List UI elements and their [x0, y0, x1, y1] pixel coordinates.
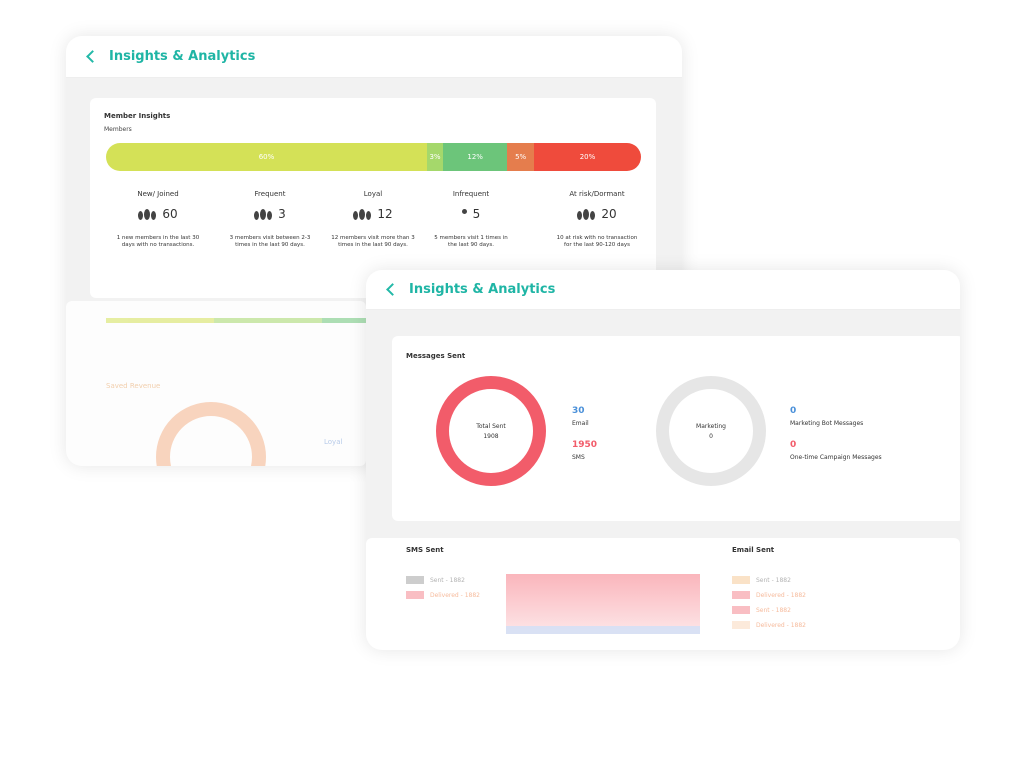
marketing-label: Marketing — [696, 422, 726, 430]
legend-label: Sent - 1882 — [756, 606, 791, 614]
marketing-donut: Marketing 0 — [656, 376, 766, 486]
stat-desc-line1: 5 members visit 1 times in — [434, 235, 508, 241]
legend-swatch — [732, 621, 750, 629]
member-insights-card: Insights & Analytics Member Insights Mem… — [66, 36, 682, 466]
saved-revenue-label: Saved Revenue — [106, 382, 161, 390]
marketing-bot-count: 0 — [790, 406, 797, 416]
legend-swatch — [732, 576, 750, 584]
stat-header: At risk/Dormant — [569, 190, 625, 198]
one-time-count: 0 — [790, 440, 797, 450]
segment-3: 5% — [507, 143, 534, 171]
legend-label: Sent - 1882 — [756, 576, 791, 584]
page-title: Insights & Analytics — [409, 282, 556, 297]
legend-swatch — [406, 591, 424, 599]
stat-desc-line2: for the last 90-120 days — [564, 242, 630, 249]
legend-label: Delivered - 1882 — [756, 591, 806, 599]
front-card-header: Insights & Analytics — [366, 270, 960, 310]
sms-count: 1950 — [572, 440, 598, 450]
marketing-value: 0 — [709, 432, 713, 440]
stat-desc-line2: times in the last 90 days. — [338, 242, 408, 249]
stat-value: 5 — [472, 207, 481, 221]
legend-label: Delivered - 1882 — [756, 621, 806, 629]
stat-desc-line2: the last 90 days. — [448, 242, 494, 249]
member-insights-panel: Member Insights Members — [90, 98, 656, 298]
total-sent-value: 1908 — [483, 432, 499, 440]
messages-card: Insights & Analytics Messages Sent Total… — [366, 270, 960, 650]
user-icon — [461, 209, 467, 219]
marketing-bot-label: Marketing Bot Messages — [790, 420, 864, 427]
stat-value: 60 — [162, 207, 178, 221]
members-subheading: Members — [104, 126, 132, 133]
legend-label: Sent - 1882 — [430, 576, 465, 584]
segment-0: 60% — [106, 143, 427, 171]
messages-sent-heading: Messages Sent — [406, 352, 466, 360]
back-chevron-icon[interactable] — [386, 283, 399, 296]
stat-desc-line1: 1 new members in the last 30 — [116, 235, 200, 241]
sms-label: SMS — [572, 454, 585, 461]
one-time-label: One-time Campaign Messages — [790, 454, 882, 461]
back-chevron-icon[interactable] — [86, 50, 99, 63]
stat-header: Frequent — [254, 190, 286, 198]
stat-1: Frequent 3 3 members visit between 2-3 time… — [215, 190, 325, 250]
stat-3: Infrequent 5 5 members visit 1 times in the… — [416, 190, 526, 250]
email-sent-heading: Email Sent — [732, 546, 775, 554]
segment-1: 3% — [427, 143, 444, 171]
legend-item: Sent - 1882 — [732, 606, 791, 614]
legend-item: Sent - 1882 — [732, 576, 791, 584]
page-title: Insights & Analytics — [109, 49, 256, 64]
legend-item: Delivered - 1882 — [732, 621, 806, 629]
stat-value: 20 — [601, 207, 617, 221]
loyal-ghost-label: Loyal — [324, 438, 343, 446]
total-sent-label: Total Sent — [476, 422, 506, 430]
users-icon — [138, 208, 157, 220]
sms-funnel-chart — [506, 574, 700, 634]
back-card-header: Insights & Analytics — [66, 36, 682, 78]
stat-2: Loyal 12 12 members visit more than 3 times… — [318, 190, 428, 250]
stat-4: At risk/Dormant 20 10 at risk with no tran… — [542, 190, 652, 250]
member-segment-bar: 60% 3% 12% 5% 20% — [106, 143, 641, 171]
stat-value: 12 — [377, 207, 393, 221]
legend-item: Sent - 1882 — [406, 576, 465, 584]
stat-desc-line2: times in the last 90 days. — [235, 242, 305, 249]
stat-desc-line1: 12 members visit more than 3 — [331, 235, 415, 241]
email-count: 30 — [572, 406, 585, 416]
stat-desc-line1: 10 at risk with no transaction — [556, 235, 638, 241]
segment-2: 12% — [443, 143, 508, 171]
users-icon — [353, 208, 372, 220]
sms-sent-heading: SMS Sent — [406, 546, 444, 554]
ghost-bar — [106, 318, 366, 323]
legend-item: Delivered - 1882 — [406, 591, 480, 599]
stat-header: Infrequent — [452, 190, 490, 198]
stat-desc-line2: days with no transactions. — [121, 242, 195, 249]
legend-swatch — [732, 591, 750, 599]
stat-desc-line1: 3 members visit between 2-3 — [229, 235, 311, 241]
stat-header: Loyal — [363, 190, 383, 198]
member-insights-heading: Member Insights — [104, 112, 171, 120]
users-icon — [577, 208, 596, 220]
users-icon — [254, 208, 273, 220]
legend-label: Delivered - 1882 — [430, 591, 480, 599]
total-sent-donut: Total Sent 1908 — [436, 376, 546, 486]
legend-swatch — [732, 606, 750, 614]
stat-0: New/ Joined 60 1 new members in the last 3… — [103, 190, 213, 250]
funnel-base — [506, 626, 700, 634]
segment-4: 20% — [534, 143, 641, 171]
email-label: Email — [572, 420, 589, 427]
stat-value: 3 — [278, 207, 286, 221]
messages-sent-panel: Messages Sent Total Sent 1908 30 Email 1… — [392, 336, 960, 521]
sent-breakdown-panel: SMS Sent Email Sent Sent - 1882 Delivered… — [366, 538, 960, 650]
stat-header: New/ Joined — [137, 190, 179, 198]
legend-swatch — [406, 576, 424, 584]
legend-item: Delivered - 1882 — [732, 591, 806, 599]
